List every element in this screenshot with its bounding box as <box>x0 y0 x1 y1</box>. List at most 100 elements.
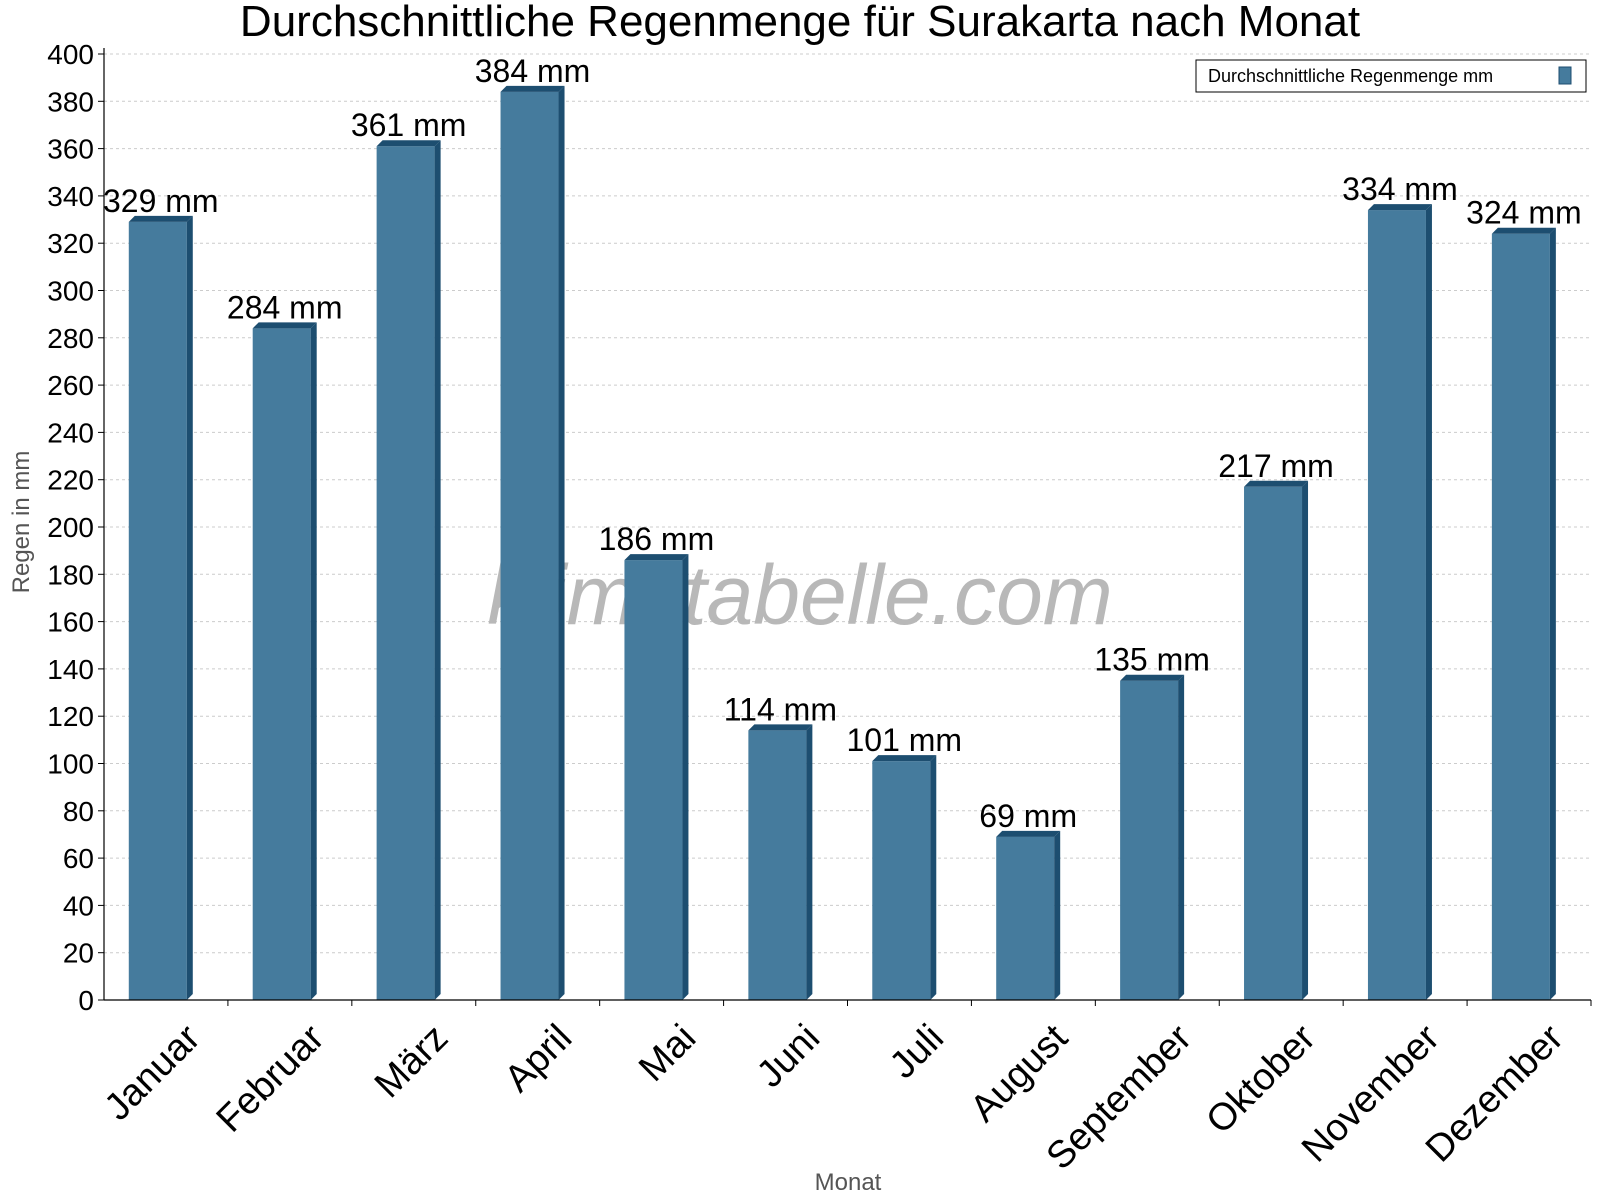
y-tick-label: 120 <box>47 701 94 732</box>
y-tick-label: 360 <box>47 134 94 165</box>
bar-side <box>1054 830 1061 1000</box>
x-tick-label: Januar <box>97 1017 209 1129</box>
data-label: 186 mm <box>599 521 715 557</box>
y-tick-label: 340 <box>47 181 94 212</box>
y-tick-label: 380 <box>47 86 94 117</box>
y-tick-label: 220 <box>47 465 94 496</box>
data-label: 324 mm <box>1466 195 1582 231</box>
bar <box>1120 674 1185 1000</box>
bar <box>872 755 937 1000</box>
x-axis-label: Monat <box>815 1169 882 1196</box>
bar-top <box>624 554 689 561</box>
bar-top <box>1367 204 1432 211</box>
x-tick-label: Oktober <box>1198 1017 1324 1143</box>
y-tick-label: 180 <box>47 559 94 590</box>
data-label: 384 mm <box>475 53 591 89</box>
y-axis-ticks: 0 20 40 60 80 100 120 140 160 180 200 220 240 260 280 3… <box>47 39 104 1016</box>
y-tick-label: 320 <box>47 228 94 259</box>
y-tick-label: 60 <box>63 843 94 874</box>
bar <box>624 554 689 1000</box>
bar-top <box>376 140 441 147</box>
bar-face <box>1491 233 1550 1001</box>
y-tick-label: 140 <box>47 654 94 685</box>
y-tick-label: 300 <box>47 276 94 307</box>
chart-title: Durchschnittliche Regenmenge für Surakar… <box>240 0 1360 46</box>
bar-face <box>500 91 559 1001</box>
gridlines <box>104 53 1591 954</box>
y-tick-label: 260 <box>47 370 94 401</box>
bar-series <box>128 85 1556 1001</box>
data-label: 284 mm <box>227 289 343 325</box>
bar-side <box>434 140 441 1001</box>
y-tick-label: 280 <box>47 323 94 354</box>
bar-top <box>872 755 937 762</box>
bar-top <box>500 85 565 92</box>
bar-side <box>806 724 813 1000</box>
x-tick-label: Juli <box>882 1017 952 1087</box>
bar-side <box>1302 480 1309 1000</box>
bar-face <box>748 730 807 1000</box>
data-label: 334 mm <box>1342 171 1458 207</box>
legend-label: Durchschnittliche Regenmenge mm <box>1208 66 1493 86</box>
x-tick-label: April <box>497 1017 580 1100</box>
y-tick-label: 80 <box>63 796 94 827</box>
legend-swatch <box>1558 66 1572 85</box>
bar-face <box>872 761 931 1000</box>
x-tick-label: Juni <box>749 1017 828 1096</box>
bar-top <box>1244 480 1309 487</box>
bar <box>376 140 441 1001</box>
bar <box>996 830 1061 1000</box>
data-label: 135 mm <box>1094 642 1210 678</box>
bar-top <box>748 724 813 731</box>
bar-face <box>1120 680 1179 1000</box>
data-label: 114 mm <box>724 691 837 727</box>
bar-side <box>930 755 937 1000</box>
x-tick-label: Dezember <box>1418 1017 1572 1171</box>
data-label: 101 mm <box>846 722 962 758</box>
bar-side <box>682 554 689 1000</box>
bar-top <box>1120 674 1185 681</box>
bar-side <box>186 215 193 1001</box>
y-tick-label: 160 <box>47 607 94 638</box>
bar-top <box>128 215 193 222</box>
y-tick-label: 0 <box>78 985 94 1016</box>
bar <box>1367 204 1432 1001</box>
y-tick-label: 100 <box>47 749 94 780</box>
legend: Durchschnittliche Regenmenge mm <box>1195 59 1587 93</box>
bar-face <box>128 221 187 1001</box>
y-tick-label: 200 <box>47 512 94 543</box>
bar-top <box>252 322 317 329</box>
bar-face <box>252 328 311 1001</box>
bar-side <box>1178 674 1185 1000</box>
x-axis-ticks: Januar Februar März April Mai Juni Juli AugustS… <box>97 1000 1592 1178</box>
y-axis-label: Regen in mm <box>8 451 35 594</box>
data-label: 69 mm <box>979 798 1077 834</box>
bar-face <box>1367 210 1426 1001</box>
x-tick-label: Februar <box>209 1017 333 1141</box>
bar-side <box>1549 227 1556 1001</box>
y-tick-label: 400 <box>47 39 94 70</box>
data-label: 329 mm <box>103 183 219 219</box>
y-tick-label: 20 <box>63 938 94 969</box>
bar-side <box>310 322 317 1001</box>
x-tick-label: März <box>367 1017 456 1106</box>
y-tick-label: 240 <box>47 417 94 448</box>
bar <box>1491 227 1556 1001</box>
x-tick-label: August <box>963 1017 1077 1131</box>
bar-face <box>624 560 683 1000</box>
bar <box>252 322 317 1001</box>
bar-top <box>996 830 1061 837</box>
x-tick-label: Mai <box>631 1017 704 1090</box>
bar-face <box>1244 486 1303 1000</box>
bar-face <box>376 146 435 1001</box>
bar <box>1244 480 1309 1000</box>
bar-face <box>996 836 1055 1000</box>
bar <box>748 724 813 1000</box>
bar-top <box>1491 227 1556 234</box>
y-tick-label: 40 <box>63 890 94 921</box>
bar-side <box>1425 204 1432 1001</box>
watermark: klimatabelle.com <box>487 548 1113 642</box>
bar <box>500 85 565 1001</box>
